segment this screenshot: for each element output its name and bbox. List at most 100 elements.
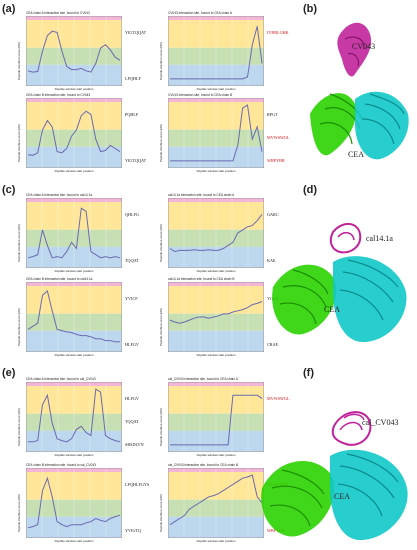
interface-score-plot	[26, 98, 122, 168]
interface-score-plot	[168, 382, 264, 452]
interface-score-plot	[168, 468, 264, 538]
plot-title: cal14.1a interaction site, bound to CEA …	[168, 193, 235, 197]
plot-xlabel: Peptide window start position	[196, 87, 236, 91]
plot-ylabel: Peptide interface score (RD)	[159, 224, 163, 262]
plot-title: CEA chain B interaction site, bound to c…	[26, 463, 96, 467]
interface-score-plot	[26, 16, 122, 86]
target-structure-f	[261, 449, 408, 540]
plot-title: CEA chain A interaction site, bound to C…	[26, 11, 90, 15]
plot-frame	[168, 198, 264, 268]
score-line	[27, 207, 121, 259]
plot-ylabel: Peptide interface score (RD)	[159, 408, 163, 446]
score-line	[170, 104, 263, 162]
sequence-label: YVIGTQ	[125, 528, 142, 533]
score-line	[170, 394, 263, 446]
score-line	[27, 290, 120, 343]
sequence-label: MVWSWGL	[267, 135, 290, 140]
plot-frame	[26, 198, 122, 268]
interface-score-plot	[26, 282, 122, 352]
interface-score-plot	[26, 198, 122, 268]
structure-d	[272, 223, 407, 342]
score-line	[169, 214, 263, 253]
plot-frame	[168, 382, 264, 452]
score-line	[27, 110, 121, 156]
plot-frame	[26, 98, 122, 168]
plot-xlabel: Peptide window start position	[54, 453, 94, 457]
peptide-name-b: CV043	[352, 42, 376, 51]
plot-ylabel: Peptide interface score (RD)	[17, 494, 21, 532]
peptide-structure-b	[337, 22, 372, 77]
plot-xlabel: Peptide window start position	[196, 353, 236, 357]
sequence-label: GARC	[267, 212, 279, 217]
interface-score-plot	[26, 468, 122, 538]
plot-frame	[26, 16, 122, 86]
interface-score-plot	[168, 198, 264, 268]
sequence-label: WRPYRR	[267, 158, 285, 163]
plot-frame	[26, 282, 122, 352]
score-line	[27, 476, 121, 529]
panel-label-f: (f)	[303, 367, 314, 379]
sequence-label: IVRRLGHK	[267, 30, 289, 35]
panel-label-b: (b)	[303, 3, 318, 15]
sequence-label: TQQAT	[125, 419, 139, 424]
plot-frame	[26, 382, 122, 452]
target-name-b: CEA	[348, 150, 364, 159]
score-line	[27, 30, 121, 73]
plot-ylabel: Peptide interface score (RD)	[17, 308, 21, 346]
plot-ylabel: Peptide interface score (RD)	[17, 408, 21, 446]
plot-title: cal14.1a interaction site, bound to CEA …	[168, 277, 235, 281]
sequence-label: YIGTQQAT	[125, 158, 147, 163]
interface-score-plot	[168, 16, 264, 86]
sequence-label: RPGT	[267, 112, 278, 117]
sequence-label: LPQHLF	[125, 76, 141, 81]
plot-ylabel: Peptide interface score (RD)	[159, 124, 163, 162]
plot-title: cal_CV043 interaction site, bound to CEA…	[168, 463, 238, 467]
sequence-label: YVICF	[125, 296, 138, 301]
sequence-label: SRSDLVN	[125, 442, 144, 447]
plot-title: cal_CV043 interaction site, bound to CEA…	[168, 377, 238, 381]
target-name-d: CEA	[324, 305, 340, 314]
peptide-structure-f	[331, 411, 372, 446]
plot-title: CV043 interaction site, bound to CEA cha…	[168, 93, 233, 97]
plot-xlabel: Peptide window start position	[54, 169, 94, 173]
plot-xlabel: Peptide window start position	[54, 87, 94, 91]
sequence-label: PQHLF	[125, 112, 139, 117]
peptide-name-d: cal14.1a	[366, 234, 393, 243]
sequence-label: YIGTQQAT	[125, 30, 147, 35]
plot-ylabel: Peptide interface score (RD)	[159, 494, 163, 532]
plot-xlabel: Peptide window start position	[54, 353, 94, 357]
plot-xlabel: Peptide window start position	[54, 269, 94, 273]
sequence-label: CRAE	[267, 342, 279, 347]
structure-f	[261, 411, 408, 540]
target-structure-d	[272, 256, 407, 342]
plot-ylabel: Peptide interface score (RD)	[17, 224, 21, 262]
plot-title: CEA chain B interaction site, bound to C…	[26, 93, 91, 97]
sequence-label: LPQHLFGYS	[125, 482, 150, 487]
sequence-label: HLFGV	[125, 342, 139, 347]
plot-ylabel: Peptide interface score (RD)	[159, 308, 163, 346]
plot-frame	[168, 282, 264, 352]
plot-ylabel: Peptide interface score (RD)	[17, 42, 21, 80]
plot-xlabel: Peptide window start position	[54, 539, 94, 543]
plot-ylabel: Peptide interface score (RD)	[159, 42, 163, 80]
sequence-label: TQQAT	[125, 258, 139, 263]
interface-score-plot	[26, 382, 122, 452]
score-line	[169, 301, 263, 324]
panel-label-d: (d)	[303, 184, 318, 196]
sequence-label: QHLFG	[125, 212, 139, 217]
plot-title: CEA chain A interaction site, bound to c…	[26, 193, 93, 197]
score-line	[28, 388, 121, 443]
panel-label-a: (a)	[2, 3, 16, 15]
interface-score-plot	[168, 282, 264, 352]
plot-title: CV043 interaction site, bound to CEA cha…	[168, 11, 232, 15]
plot-xlabel: Peptide window start position	[196, 169, 236, 173]
plot-frame	[168, 16, 264, 86]
plot-ylabel: Peptide interface score (RD)	[17, 124, 21, 162]
target-name-f: CEA	[334, 492, 350, 501]
sequence-label: MVWSWGL	[267, 396, 290, 401]
plot-xlabel: Peptide window start position	[196, 269, 236, 273]
sequence-label: KAE	[267, 258, 276, 263]
plot-frame	[168, 98, 264, 168]
panel-label-c: (c)	[2, 184, 16, 196]
score-line	[169, 474, 263, 526]
